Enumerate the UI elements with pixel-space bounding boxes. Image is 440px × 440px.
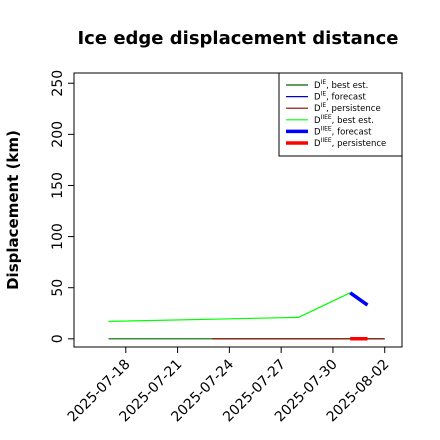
legend-entry-sup: IE xyxy=(321,91,327,98)
plot-frame xyxy=(73,72,403,348)
legend-entry: DIIEE, best est. xyxy=(314,114,374,126)
y-axis: 0 50 100 150 200 250 xyxy=(50,70,74,343)
legend-entry-rest: , persistence xyxy=(326,104,381,114)
y-tick-label: 150 xyxy=(50,172,66,199)
legend-box xyxy=(278,72,403,157)
legend-entry: DIE, forecast xyxy=(314,91,367,103)
legend-entry-base: D xyxy=(314,127,321,137)
legend-entry: DIE, persistence xyxy=(314,102,381,114)
chart-title: Ice edge displacement distance xyxy=(77,28,398,49)
legend-entry-rest: , forecast xyxy=(332,127,372,137)
y-axis-label: Displacement (km) xyxy=(4,130,22,290)
y-tick-label: 250 xyxy=(50,70,66,97)
legend-entry-sup: IIEE xyxy=(321,137,332,144)
y-tick-label: 0 xyxy=(50,334,66,343)
series-layer xyxy=(108,291,385,341)
legend-entry-base: D xyxy=(314,81,321,91)
legend-entry-base: D xyxy=(314,104,321,114)
legend-entry-rest: , forecast xyxy=(326,93,366,103)
legend-entry: DIIEE, persistence xyxy=(314,137,386,149)
y-tick-label: 50 xyxy=(50,279,66,297)
y-tick-label: 100 xyxy=(50,223,66,250)
legend-entry: DIE, best est. xyxy=(314,79,368,91)
x-axis: 2025-07-182025-07-212025-07-242025-07-27… xyxy=(65,347,393,425)
legend-entry-rest: , persistence xyxy=(332,139,387,149)
series-line-3 xyxy=(108,292,351,322)
legend-entry-base: D xyxy=(314,116,321,126)
legend-entry-base: D xyxy=(314,93,321,103)
legend-entry-sup: IIEE xyxy=(321,125,332,132)
y-tick-label: 200 xyxy=(50,121,66,148)
series-line-4 xyxy=(349,291,369,307)
legend-entry: DIIEE, forecast xyxy=(314,125,372,137)
legend-entry-rest: , best est. xyxy=(326,81,368,91)
legend-entry-rest: , best est. xyxy=(332,116,374,126)
legend-entry-sup: IE xyxy=(321,102,327,109)
legend-entry-sup: IIEE xyxy=(321,114,332,121)
legend-entry-base: D xyxy=(314,139,321,149)
legend-entry-sup: IE xyxy=(321,79,327,86)
